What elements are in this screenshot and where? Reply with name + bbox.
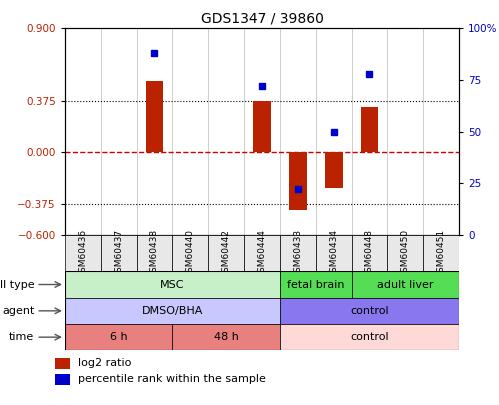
Text: DMSO/BHA: DMSO/BHA <box>142 306 203 316</box>
Bar <box>280 298 459 324</box>
Text: GSM60451: GSM60451 <box>437 228 446 278</box>
Bar <box>65 235 101 271</box>
Bar <box>146 81 164 152</box>
Bar <box>244 235 280 271</box>
Text: percentile rank within the sample: percentile rank within the sample <box>78 375 266 384</box>
Text: MSC: MSC <box>160 279 185 290</box>
Text: cell type: cell type <box>0 279 34 290</box>
Text: GSM60442: GSM60442 <box>222 229 231 277</box>
Bar <box>280 271 352 298</box>
Bar <box>65 271 280 298</box>
Bar <box>101 235 137 271</box>
Bar <box>387 235 423 271</box>
Text: control: control <box>350 306 389 316</box>
Bar <box>208 235 244 271</box>
Text: GSM60436: GSM60436 <box>78 228 87 278</box>
Bar <box>280 235 316 271</box>
Bar <box>423 235 459 271</box>
Text: GSM60437: GSM60437 <box>114 228 123 278</box>
Text: time: time <box>9 332 34 342</box>
Bar <box>352 271 459 298</box>
Bar <box>289 152 307 210</box>
Text: log2 ratio: log2 ratio <box>78 358 132 368</box>
Bar <box>325 152 343 188</box>
Bar <box>172 235 208 271</box>
Text: GSM60438: GSM60438 <box>150 228 159 278</box>
Text: GSM60444: GSM60444 <box>257 229 266 277</box>
Bar <box>361 107 378 152</box>
Bar <box>253 101 271 152</box>
Text: adult liver: adult liver <box>377 279 434 290</box>
Bar <box>65 298 280 324</box>
Bar <box>280 324 459 350</box>
Text: fetal brain: fetal brain <box>287 279 344 290</box>
Text: GSM60434: GSM60434 <box>329 229 338 277</box>
Bar <box>55 358 70 369</box>
Bar <box>65 324 172 350</box>
Text: 6 h: 6 h <box>110 332 127 342</box>
Text: GSM60450: GSM60450 <box>401 228 410 278</box>
Text: GSM60433: GSM60433 <box>293 228 302 278</box>
Title: GDS1347 / 39860: GDS1347 / 39860 <box>201 12 323 26</box>
Bar <box>137 235 172 271</box>
Text: control: control <box>350 332 389 342</box>
Text: GSM60448: GSM60448 <box>365 229 374 277</box>
Bar <box>55 374 70 385</box>
Bar <box>316 235 352 271</box>
Bar <box>352 235 387 271</box>
Text: 48 h: 48 h <box>214 332 239 342</box>
Text: agent: agent <box>2 306 34 316</box>
Bar <box>172 324 280 350</box>
Text: GSM60440: GSM60440 <box>186 229 195 277</box>
